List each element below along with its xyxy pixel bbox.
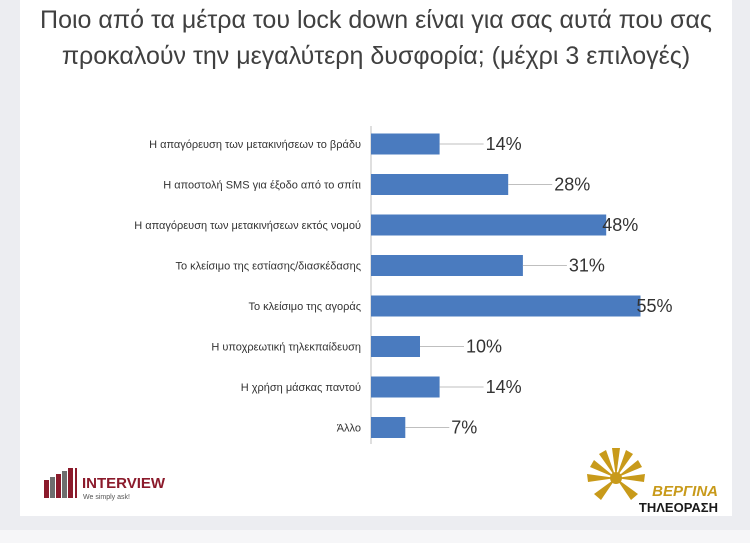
bar — [371, 255, 523, 276]
bar — [371, 174, 509, 195]
bar — [371, 417, 406, 438]
vergina-logo-subtitle: ΤΗΛΕΟΡΑΣΗ — [639, 500, 718, 515]
value-label: 48% — [602, 215, 638, 235]
chart-title: Ποιο από τα μέτρα του lock down είναι γι… — [40, 6, 712, 70]
value-label: 14% — [486, 377, 522, 397]
vergina-logo: ΒΕΡΓΙΝΑ ΤΗΛΕΟΡΑΣΗ — [587, 448, 718, 515]
vergina-logo-name: ΒΕΡΓΙΝΑ — [652, 483, 718, 500]
bar — [371, 295, 641, 317]
value-label: 7% — [451, 418, 477, 438]
category-label: Η υποχρεωτική τηλεκπαίδευση — [211, 342, 361, 354]
bottom-strip — [0, 530, 750, 543]
value-label: 10% — [466, 337, 502, 357]
bar — [371, 376, 440, 398]
interview-logo-tagline: We simply ask! — [83, 494, 130, 501]
category-label: Η χρήση μάσκας παντού — [241, 382, 361, 394]
value-label: 55% — [637, 296, 673, 316]
category-label: Η απαγόρευση των μετακινήσεων εκτός νομο… — [134, 220, 361, 232]
value-label: 28% — [554, 175, 590, 195]
category-label: Η αποστολή SMS για έξοδο από το σπίτι — [163, 180, 361, 192]
value-label: 31% — [569, 256, 605, 276]
bar — [371, 214, 607, 236]
category-label: Το κλείσιμο της εστίασης/διασκέδασης — [175, 261, 361, 273]
bar — [371, 336, 420, 357]
vergina-sun-icon — [587, 448, 645, 500]
interview-logo: INTERVIEW We simply ask! — [44, 468, 166, 501]
value-label: 14% — [486, 134, 522, 154]
interview-logo-icon — [44, 468, 77, 498]
interview-logo-name: INTERVIEW — [82, 475, 166, 492]
category-label: Η απαγόρευση των μετακινήσεων το βράδυ — [149, 139, 361, 151]
bar — [371, 133, 440, 155]
category-label: Το κλείσιμο της αγοράς — [249, 301, 362, 313]
category-label: Άλλο — [337, 423, 361, 435]
